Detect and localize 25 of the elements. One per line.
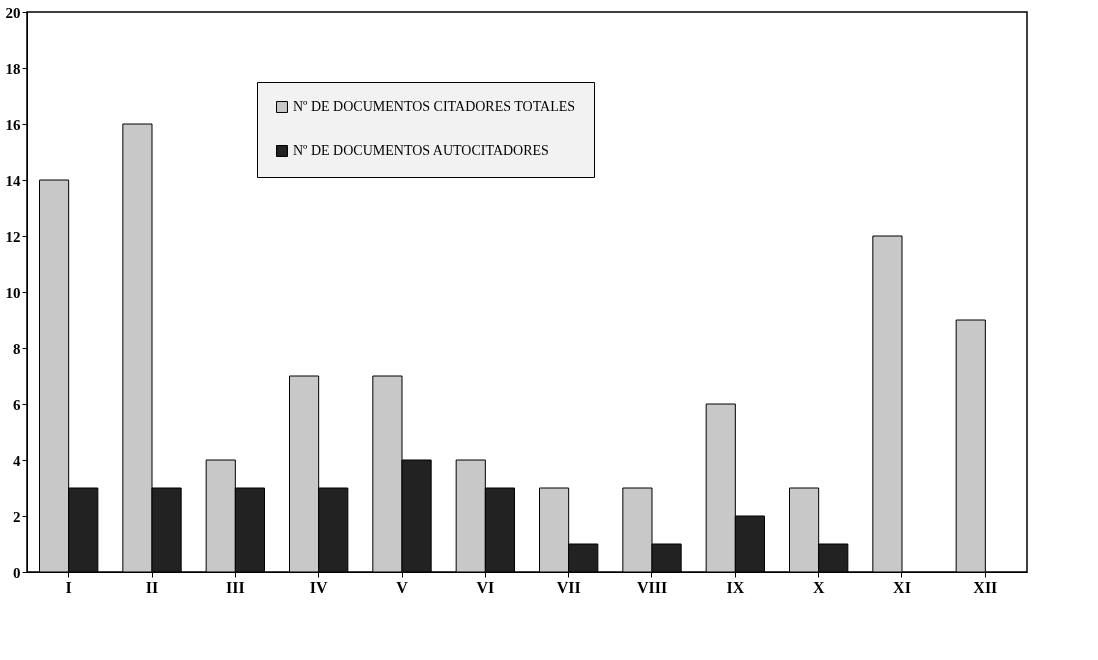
x-tick-label: I <box>65 578 72 596</box>
x-tick-label: X <box>812 578 825 596</box>
x-tick-label: VII <box>556 578 581 596</box>
x-tick-label: V <box>396 578 409 596</box>
y-tick-label: 18 <box>5 60 21 77</box>
x-tick-label: XII <box>973 578 998 596</box>
y-tick-label: 20 <box>5 4 21 21</box>
x-tick-label: III <box>225 578 245 596</box>
y-tick-label: 10 <box>5 284 21 301</box>
y-tick-label: 12 <box>5 228 21 245</box>
y-tick-label: 6 <box>13 396 21 413</box>
x-tick-label: XI <box>893 578 911 596</box>
y-tick-label: 14 <box>5 172 21 189</box>
y-tick-label: 2 <box>13 508 21 525</box>
y-tick-label: 16 <box>5 116 21 133</box>
y-tick-label: 0 <box>13 564 21 581</box>
x-tick-label: II <box>145 578 159 596</box>
x-tick-label: VI <box>476 578 495 596</box>
y-tick-label: 4 <box>13 452 21 469</box>
legend-label: Nº DE DOCUMENTOS AUTOCITADORES <box>293 143 549 158</box>
legend-label: Nº DE DOCUMENTOS CITADORES TOTALES <box>293 99 576 114</box>
y-tick-label: 8 <box>13 340 21 357</box>
x-tick-label: IX <box>726 578 745 596</box>
x-tick-label: VIII <box>636 578 668 596</box>
x-tick-label: IV <box>309 578 328 596</box>
